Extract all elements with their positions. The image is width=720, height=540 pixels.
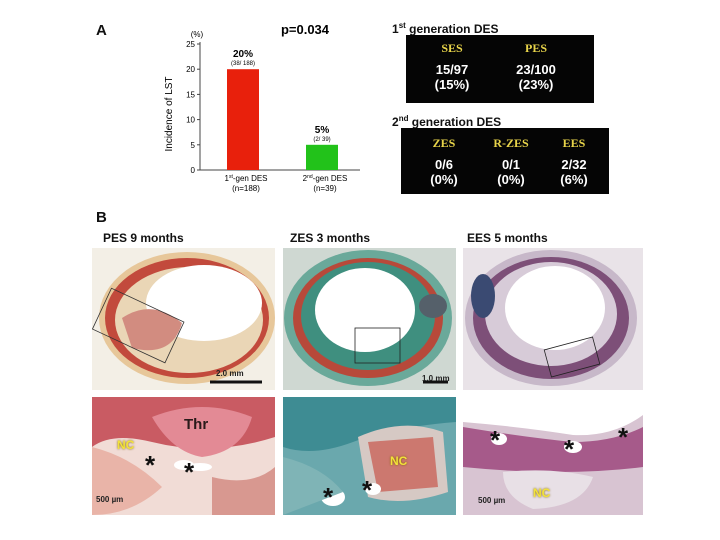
chart-bars — [227, 69, 338, 170]
col-value: 2/32 (6%) — [560, 157, 588, 187]
col-header: SES — [441, 41, 463, 55]
lst-incidence-chart: p=0.034 (%) Incidence of LST 0510152025 … — [164, 22, 360, 193]
first-gen-col-pes: PES 23/100 (23%) — [498, 41, 574, 92]
x-tick-label: 2nd-gen DES — [303, 174, 348, 183]
bar-count-label: (2/ 39) — [313, 137, 330, 143]
second-gen-table: ZES 0/6 (0%) R-ZES 0/1 (0%) EES 2/32 (6%) — [401, 128, 609, 194]
col-header: EES — [562, 136, 586, 150]
panel-b-letter: B — [96, 209, 107, 226]
col-value: 15/97 (15%) — [434, 62, 470, 92]
p-value: p=0.034 — [281, 22, 330, 37]
scale-bar-label: 500 µm — [96, 495, 124, 504]
asterisk-marker: * — [145, 450, 156, 480]
y-tick-label: 15 — [186, 90, 195, 99]
label-thr: Thr — [184, 416, 209, 433]
label-nc: NC — [117, 438, 135, 452]
panel-a-letter: A — [96, 22, 107, 39]
x-tick-n-label: (n=39) — [313, 184, 337, 193]
scale-bar-label: 2.0 mm — [216, 369, 244, 378]
col-header: ZES — [432, 136, 456, 150]
y-tick-label: 25 — [186, 40, 195, 49]
second-gen-col-rzes: R-ZES 0/1 (0%) — [484, 136, 538, 187]
asterisk-marker: * — [184, 457, 195, 487]
histology-ees-cross-section — [463, 248, 643, 390]
asterisk-marker: * — [490, 425, 501, 455]
histology-pes-cross-section: 2.0 mm — [92, 248, 275, 390]
second-gen-col-ees: EES 2/32 (6%) — [546, 136, 602, 187]
y-axis-label: Incidence of LST — [164, 76, 175, 151]
image-title-zes: ZES 3 months — [290, 231, 371, 245]
image-title-pes: PES 9 months — [103, 231, 184, 245]
col-value: 23/100 (23%) — [516, 62, 556, 92]
asterisk-marker: * — [323, 482, 334, 512]
label-nc: NC — [390, 454, 408, 468]
y-tick-label: 20 — [186, 65, 195, 74]
histology-zes-cross-section: 1.0 mm — [283, 248, 456, 390]
col-header: PES — [524, 41, 547, 55]
asterisk-marker: * — [362, 475, 373, 505]
first-gen-col-ses: SES 15/97 (15%) — [420, 41, 484, 92]
first-gen-title: 1st generation DES — [392, 21, 499, 36]
col-value: 0/1 (0%) — [497, 157, 525, 187]
bar-count-label: (38/ 188) — [231, 61, 255, 67]
col-header: R-ZES — [493, 136, 529, 150]
second-gen-title: 2nd generation DES — [392, 114, 502, 129]
image-title-ees: EES 5 months — [467, 231, 548, 245]
histology-zes-detail: NC * * — [283, 397, 456, 515]
bar-2 — [306, 144, 338, 170]
chart-labels: 20%(38/ 188) 1st-gen DES(n=188) 5%(2/ 39) 2… — [224, 49, 347, 193]
first-gen-table: SES 15/97 (15%) PES 23/100 (23%) — [406, 35, 594, 103]
bar-1 — [227, 69, 259, 170]
asterisk-marker: * — [564, 434, 575, 464]
col-value: 0/6 (0%) — [430, 157, 458, 187]
x-tick-label: 1st-gen DES — [224, 174, 267, 183]
label-nc: NC — [533, 486, 551, 500]
y-tick-label: 0 — [191, 166, 196, 175]
second-gen-col-zes: ZES 0/6 (0%) — [419, 136, 469, 187]
asterisk-marker: * — [618, 422, 629, 452]
scale-bar-label: 500 µm — [478, 496, 506, 505]
y-tick-label: 5 — [191, 141, 196, 150]
x-tick-n-label: (n=188) — [232, 184, 260, 193]
bar-value-label: 20% — [233, 49, 253, 60]
y-tick-label: 10 — [186, 116, 195, 125]
y-unit: (%) — [191, 30, 204, 39]
scale-bar-label: 1.0 mm — [422, 374, 450, 383]
histology-ees-detail: * * * NC 500 µm — [463, 397, 643, 515]
bar-value-label: 5% — [315, 125, 330, 136]
histology-pes-detail: Thr NC * * 500 µm — [92, 397, 275, 515]
